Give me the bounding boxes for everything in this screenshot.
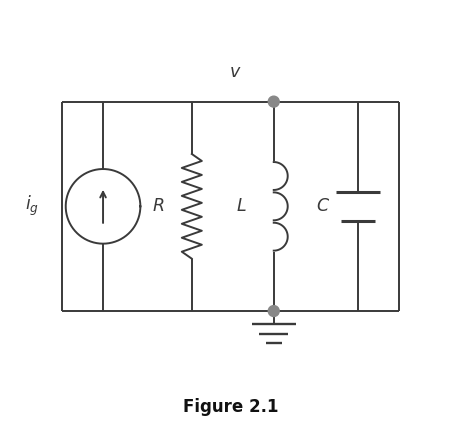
Text: $C$: $C$ (316, 198, 330, 215)
Text: $R$: $R$ (152, 198, 165, 215)
Circle shape (268, 96, 279, 107)
Text: $L$: $L$ (236, 198, 247, 215)
Circle shape (268, 305, 279, 316)
Text: Figure 2.1: Figure 2.1 (183, 398, 278, 416)
Text: $v$: $v$ (229, 63, 241, 81)
Text: $i_g$: $i_g$ (25, 194, 40, 218)
